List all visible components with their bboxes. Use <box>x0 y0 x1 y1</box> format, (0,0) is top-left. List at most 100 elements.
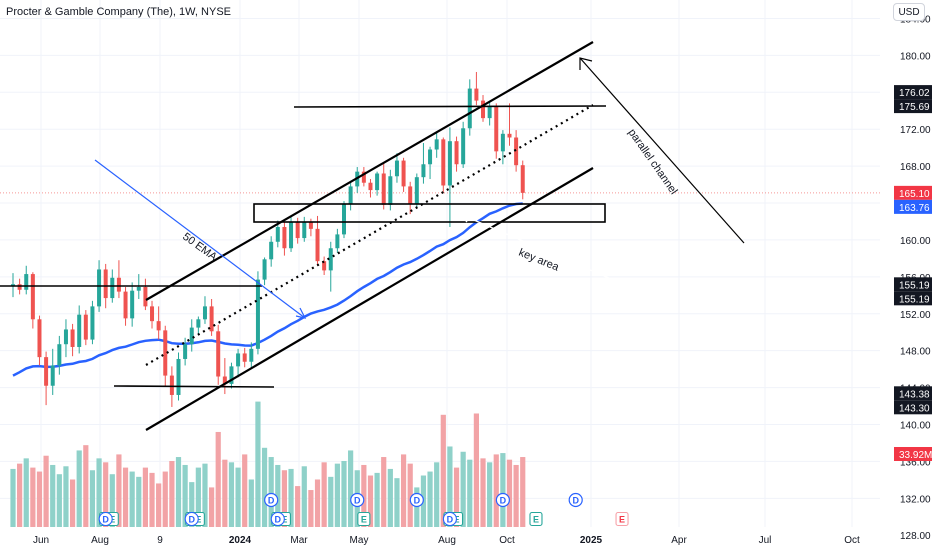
volume-bar <box>520 457 526 527</box>
volume-bar <box>288 468 294 527</box>
candle-body <box>481 100 486 119</box>
candle-body <box>169 375 174 395</box>
candle-body <box>136 286 141 291</box>
candle-body <box>202 306 207 320</box>
candle-body <box>44 357 49 386</box>
volume-bar <box>414 487 420 527</box>
volume-bar <box>460 451 466 527</box>
price-tag-bg <box>894 99 932 114</box>
candle-body <box>494 107 499 152</box>
volume-bar <box>189 482 195 527</box>
event-letter: D <box>447 515 454 525</box>
event-letter: E <box>533 515 539 525</box>
volume-bar <box>248 479 254 527</box>
dividend-icon <box>98 511 113 527</box>
candle-body <box>514 137 519 166</box>
candle-body <box>487 107 492 119</box>
volume-bar <box>235 467 241 527</box>
price-tick-label: 140.00 <box>900 420 931 431</box>
earnings-marker: E <box>529 511 543 527</box>
candle-body <box>70 329 75 347</box>
candle-body <box>143 286 148 307</box>
candle-body <box>322 261 327 271</box>
time-tick-label: Aug <box>438 535 456 546</box>
volume-bar <box>202 463 208 527</box>
candle-body <box>30 274 35 320</box>
ema-label: 50 EMA <box>180 231 219 264</box>
earnings-icon <box>529 511 543 527</box>
candle-body <box>196 319 201 328</box>
candle-body <box>116 277 121 292</box>
channel-arrow-head <box>579 57 593 70</box>
price-tag-bg <box>894 386 932 401</box>
volume-bar <box>122 467 129 527</box>
candle-body <box>454 141 459 165</box>
volume-bar <box>228 462 235 527</box>
price-tick-label: 132.00 <box>900 494 931 505</box>
candle-body <box>408 186 413 204</box>
event-letter: D <box>188 515 195 525</box>
event-letter: D <box>572 496 579 506</box>
price-tag-label: 163.76 <box>899 203 930 214</box>
volume-bar <box>69 479 76 527</box>
candle-body <box>83 314 88 340</box>
volume-bar <box>56 474 62 527</box>
volume-bar <box>30 467 36 527</box>
volume-bar <box>301 466 307 527</box>
earnings-icon <box>357 511 371 527</box>
candle-body <box>474 88 479 101</box>
volume-bar <box>506 459 513 527</box>
candle-body <box>421 164 426 178</box>
event-letter: D <box>500 496 507 506</box>
dividend-icon <box>495 492 510 508</box>
volume-bar <box>447 446 453 527</box>
symbol-title: Procter & Gamble Company (The), 1W, NYSE <box>6 6 232 18</box>
candle-body <box>130 290 135 319</box>
ema-50-line <box>12 202 523 377</box>
price-axis[interactable]: 128.00132.00136.00140.00144.00148.00152.… <box>880 0 932 550</box>
volume-bar <box>17 463 23 527</box>
volume-bar <box>175 457 182 527</box>
candle-body <box>361 171 366 183</box>
earnings-marker: E <box>615 511 629 527</box>
resistance-line <box>293 105 607 108</box>
volume-bar <box>209 487 215 527</box>
volume-bar <box>348 450 354 527</box>
candle-body <box>315 228 320 262</box>
volume-bar <box>427 471 433 527</box>
channel-middle-line <box>145 104 594 366</box>
dividend-icon <box>568 492 583 508</box>
volume-bar <box>487 462 493 527</box>
volume-bar <box>162 471 168 527</box>
event-letter: E <box>619 515 625 525</box>
currency-button[interactable]: USD <box>893 3 925 21</box>
event-markers[interactable]: DDDDDEEEEEEEEEEEDDDD <box>98 492 629 527</box>
dividend-icon <box>184 511 199 527</box>
volume-bar <box>222 459 228 527</box>
price-tag-label: 176.02 <box>899 88 930 99</box>
dividend-marker: D <box>350 492 365 508</box>
symbol-interval: 1W <box>179 6 195 18</box>
candle-body <box>57 344 62 366</box>
volume-bar <box>381 457 387 527</box>
volume-bar <box>156 483 162 527</box>
volume-bar <box>43 455 49 527</box>
candle-body <box>467 88 472 129</box>
time-axis[interactable]: Jun Aug 9 2024 Mar May Aug Oct 2025 Apr Jul Oct <box>0 527 880 550</box>
price-tick-label: 172.00 <box>900 125 931 136</box>
price-tag-label: 175.69 <box>899 102 930 113</box>
candle-body <box>434 139 439 150</box>
dividend-marker: D <box>495 492 510 508</box>
ema-arrow-line <box>94 159 306 319</box>
volume-bar <box>374 472 380 527</box>
dividend-marker: D <box>264 492 279 508</box>
candle-body <box>381 173 386 205</box>
channel-arrow-line <box>579 57 745 244</box>
candle-body <box>77 314 82 347</box>
candle-body <box>103 269 108 299</box>
price-tick-label: 160.00 <box>900 236 931 247</box>
price-tag-bg <box>894 85 932 100</box>
candle-body <box>17 284 22 290</box>
